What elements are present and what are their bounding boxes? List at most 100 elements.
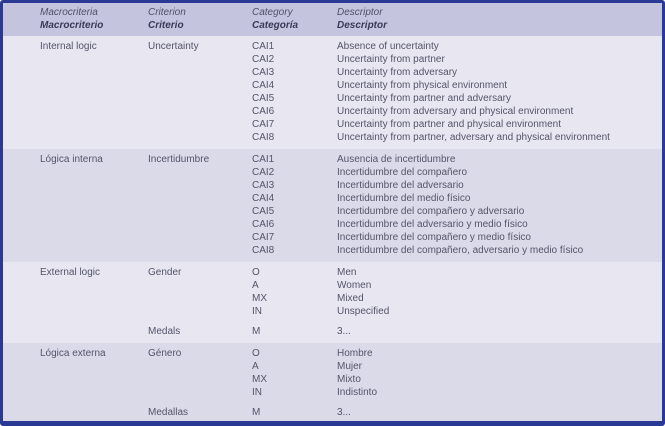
cell-category: CAI3	[252, 67, 275, 78]
cell-descriptor: 3...	[337, 326, 351, 337]
header-criterion-en: Criterion	[148, 7, 186, 18]
table-row: CAI5 Incertidumbre del compañero y adver…	[3, 205, 662, 218]
cell-category: CAI3	[252, 180, 275, 191]
table-row: IN Unspecified	[3, 305, 662, 318]
cell-macrocriteria	[40, 79, 148, 92]
cell-descriptor: 3...	[337, 407, 351, 418]
table-row: CAI8 Incertidumbre del compañero, advers…	[3, 244, 662, 257]
cell-descriptor: Uncertainty from physical environment	[337, 80, 508, 91]
cell-criterion	[148, 218, 252, 231]
cell-category: CAI4	[252, 193, 275, 204]
cell-macrocriteria	[40, 166, 148, 179]
cell-criterion	[148, 360, 252, 373]
cell-macrocriteria	[40, 218, 148, 231]
cell-descriptor: Uncertainty from partner	[337, 54, 445, 65]
macrocriteria-section: Internal logic Uncertainty CAI1 Absence …	[3, 36, 662, 149]
cell-category: CAI1	[252, 154, 275, 165]
table-row: External logic Gender O Men	[3, 266, 662, 279]
cell-criterion	[148, 373, 252, 386]
cell-category: CAI7	[252, 119, 275, 130]
cell-category: CAI2	[252, 167, 275, 178]
cell-macrocriteria	[40, 325, 148, 338]
table-row: MX Mixto	[3, 373, 662, 386]
cell-macrocriteria	[40, 179, 148, 192]
cell-descriptor: Absence of uncertainty	[337, 41, 439, 52]
cell-descriptor: Incertidumbre del adversario y medio fís…	[337, 219, 528, 230]
cell-descriptor: Incertidumbre del compañero y medio físi…	[337, 232, 531, 243]
cell-criterion	[148, 53, 252, 66]
macrocriteria-section: External logic Gender O Men A Women MX M…	[3, 262, 662, 343]
table-row: CAI6 Incertidumbre del adversario y medi…	[3, 218, 662, 231]
cell-macrocriteria	[40, 305, 148, 318]
table-row: MX Mixed	[3, 292, 662, 305]
table-row: IN Indistinto	[3, 386, 662, 399]
table-row: CAI2 Uncertainty from partner	[3, 53, 662, 66]
cell-criterion	[148, 92, 252, 105]
table-row: Lógica interna Incertidumbre CAI1 Ausenc…	[3, 153, 662, 166]
cell-macrocriteria	[40, 192, 148, 205]
cell-criterion	[148, 105, 252, 118]
cell-descriptor: Women	[337, 280, 372, 291]
macrocriteria-section: Lógica externa Género O Hombre A Mujer M…	[3, 343, 662, 421]
cell-criterion	[148, 166, 252, 179]
cell-descriptor: Incertidumbre del adversario	[337, 180, 464, 191]
cell-criterion	[148, 305, 252, 318]
table-header: Macrocriteria Criterion Category Descrip…	[3, 3, 662, 36]
cell-macrocriteria	[40, 406, 148, 419]
cell-category: CAI8	[252, 132, 275, 143]
cell-criterion	[148, 386, 252, 399]
cell-criterion: Incertidumbre	[148, 154, 210, 165]
cell-descriptor: Mujer	[337, 361, 363, 372]
header-macrocriteria-es: Macrocriterio	[40, 20, 104, 31]
cell-macrocriteria	[40, 131, 148, 144]
cell-criterion	[148, 66, 252, 79]
table-row: Medals M 3...	[3, 325, 662, 338]
table-body: Internal logic Uncertainty CAI1 Absence …	[3, 36, 662, 421]
cell-category: O	[252, 267, 260, 278]
table-row: CAI4 Uncertainty from physical environme…	[3, 79, 662, 92]
table-row: A Women	[3, 279, 662, 292]
cell-macrocriteria: Internal logic	[40, 41, 97, 52]
cell-category: A	[252, 361, 259, 372]
cell-macrocriteria	[40, 244, 148, 257]
cell-category: M	[252, 407, 261, 418]
cell-criterion	[148, 292, 252, 305]
table-row: CAI3 Uncertainty from adversary	[3, 66, 662, 79]
table-row: CAI8 Uncertainty from partner, adversary…	[3, 131, 662, 144]
cell-descriptor: Incertidumbre del compañero, adversario …	[337, 245, 584, 256]
macrocriteria-section: Lógica interna Incertidumbre CAI1 Ausenc…	[3, 149, 662, 262]
cell-descriptor: Hombre	[337, 348, 373, 359]
header-macrocriteria-en: Macrocriteria	[40, 7, 98, 18]
table-row: Medallas M 3...	[3, 406, 662, 419]
table-row: Lógica externa Género O Hombre	[3, 347, 662, 360]
cell-macrocriteria	[40, 360, 148, 373]
cell-descriptor: Unspecified	[337, 306, 390, 317]
cell-category: IN	[252, 306, 262, 317]
table-row: CAI4 Incertidumbre del medio físico	[3, 192, 662, 205]
cell-criterion: Gender	[148, 267, 182, 278]
header-category-en: Category	[252, 7, 293, 18]
cell-macrocriteria	[40, 231, 148, 244]
cell-macrocriteria	[40, 205, 148, 218]
cell-descriptor: Uncertainty from partner and adversary	[337, 93, 511, 104]
cell-criterion	[148, 231, 252, 244]
cell-macrocriteria	[40, 292, 148, 305]
cell-descriptor: Uncertainty from adversary	[337, 67, 458, 78]
cell-category: MX	[252, 293, 267, 304]
cell-descriptor: Uncertainty from partner, adversary and …	[337, 132, 610, 143]
cell-macrocriteria	[40, 92, 148, 105]
cell-macrocriteria	[40, 118, 148, 131]
header-descriptor-es: Descriptor	[337, 20, 388, 31]
cell-criterion: Uncertainty	[148, 41, 199, 52]
cell-criterion	[148, 205, 252, 218]
cell-category: IN	[252, 387, 262, 398]
table-row: CAI2 Incertidumbre del compañero	[3, 166, 662, 179]
table-row: CAI7 Incertidumbre del compañero y medio…	[3, 231, 662, 244]
cell-category: CAI6	[252, 219, 275, 230]
cell-descriptor: Men	[337, 267, 357, 278]
cell-criterion: Género	[148, 348, 182, 359]
cell-macrocriteria	[40, 373, 148, 386]
cell-category: CAI5	[252, 93, 275, 104]
cell-category: O	[252, 348, 260, 359]
